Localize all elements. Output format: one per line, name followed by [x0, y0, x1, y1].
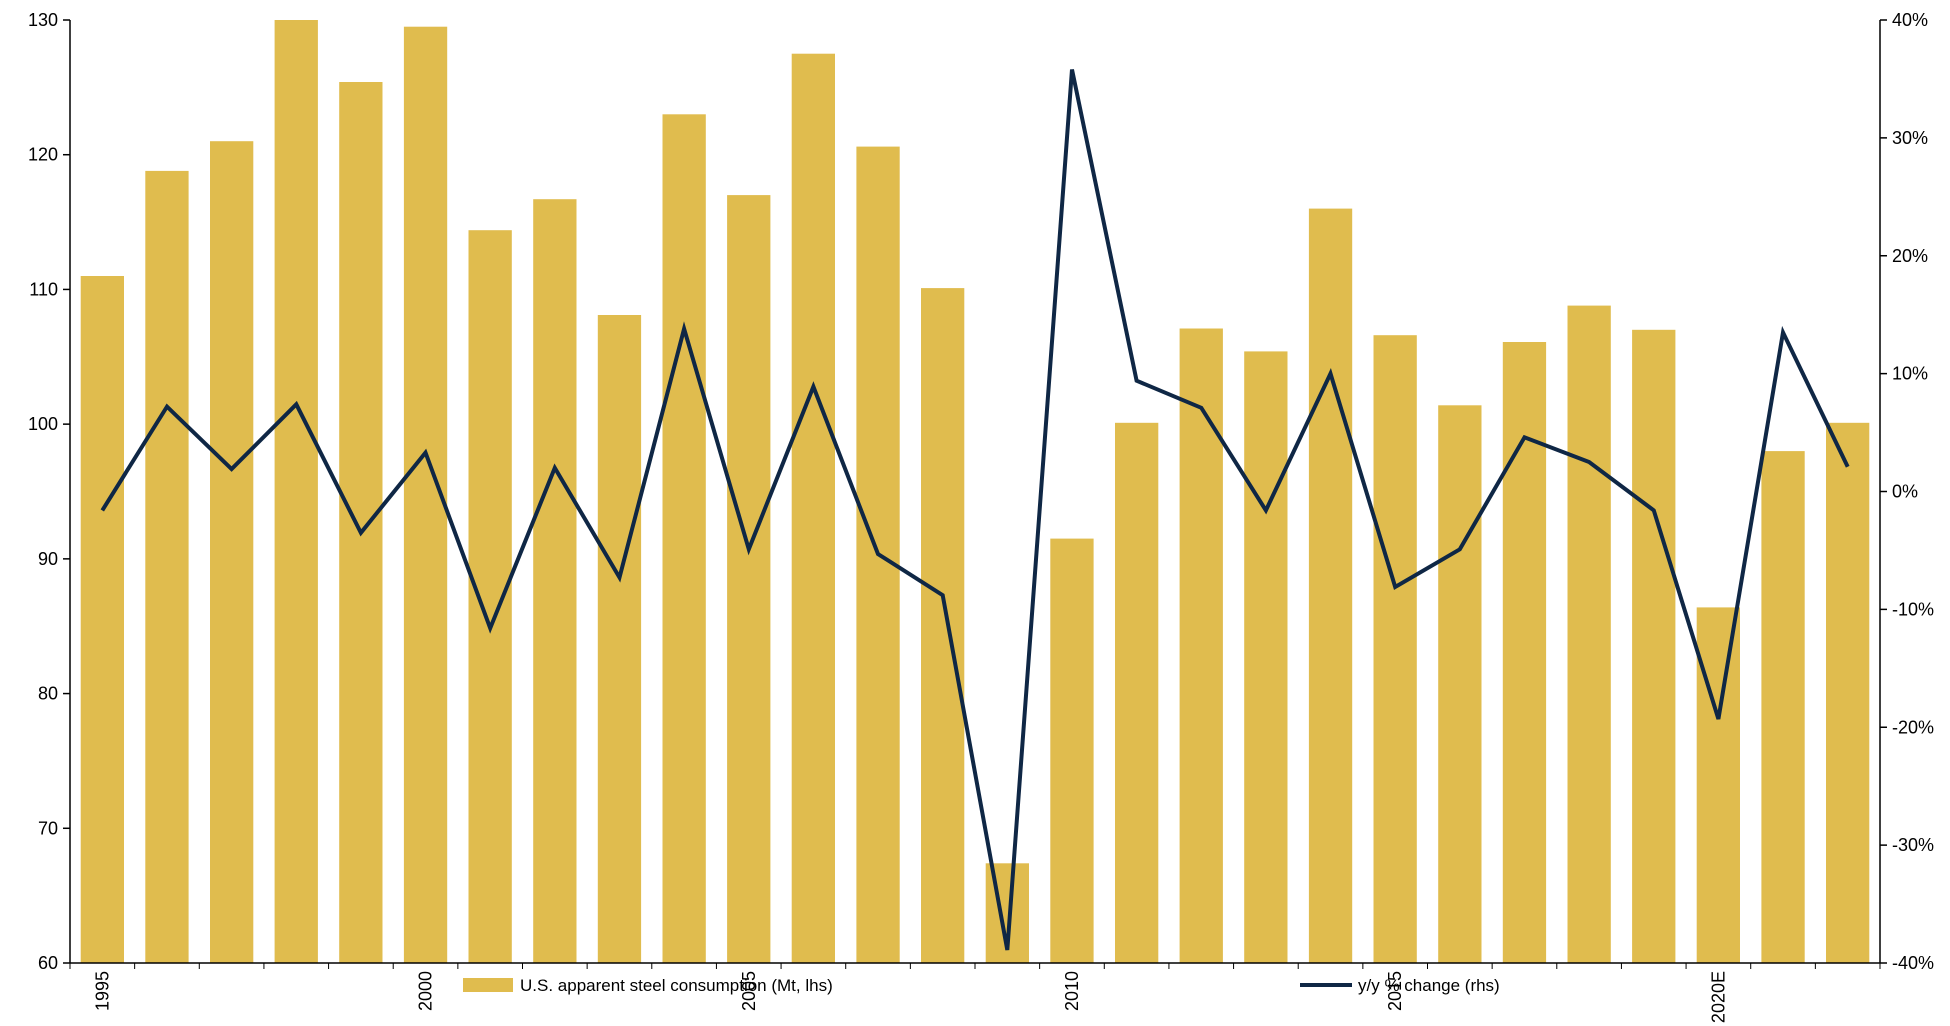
right-tick-label: 20% [1892, 246, 1928, 266]
line-yy-change [100, 69, 1850, 951]
bar-2014 [1308, 208, 1353, 964]
left-tick-label: 60 [38, 953, 58, 973]
bar-2018 [1567, 305, 1611, 964]
line-series-layer [100, 69, 1850, 951]
right-tick-label: -10% [1892, 599, 1934, 619]
bar-2010 [1050, 538, 1094, 963]
bar-2020E [1696, 607, 1740, 963]
bar-2005 [727, 195, 771, 964]
left-tick-label: 90 [38, 549, 58, 569]
x-tick-label: 2015 [1385, 971, 1405, 1011]
right-tick-label: 0% [1892, 482, 1918, 502]
bar-2004 [662, 114, 706, 964]
bar-1995 [80, 276, 124, 963]
bar-2012 [1179, 328, 1223, 963]
left-tick-label: 100 [28, 414, 58, 434]
legend-label-line: y/y % change (rhs) [1358, 976, 1500, 995]
legend-swatch-bars [463, 978, 513, 992]
bar-1999 [339, 82, 383, 963]
left-tick-label: 80 [38, 684, 58, 704]
bar-2015 [1373, 335, 1417, 963]
right-tick-label: 30% [1892, 128, 1928, 148]
bar-2019 [1632, 329, 1676, 963]
bar-2008 [921, 288, 965, 964]
axes: 60 70 80 90 100 110 120 130 -40% -30% -20% -10% 0% 10… [28, 10, 1934, 1023]
left-tick-label: 130 [28, 10, 58, 30]
bar-series [80, 20, 1870, 964]
bar-1997 [210, 141, 254, 963]
x-tick-label: 1995 [92, 971, 112, 1011]
right-tick-label: 40% [1892, 10, 1928, 30]
bar-2002 [533, 199, 577, 963]
x-tick-label: 2000 [416, 971, 436, 1011]
bar-1996 [145, 170, 189, 963]
bar-2022E [1826, 422, 1870, 963]
left-tick-label: 110 [29, 279, 58, 299]
x-tick-label: 2010 [1062, 971, 1082, 1011]
x-tick-label: 2020E [1708, 971, 1728, 1023]
bar-2003 [597, 315, 642, 963]
bar-2017 [1502, 342, 1547, 963]
bar-1998 [274, 20, 318, 963]
right-tick-label: -20% [1892, 717, 1934, 737]
bar-2006 [791, 53, 835, 963]
legend-label-bars: U.S. apparent steel consumption (Mt, lhs… [520, 976, 833, 995]
left-tick-label: 120 [28, 145, 58, 165]
bar-2021E [1761, 451, 1805, 963]
right-tick-label: -30% [1892, 835, 1934, 855]
bar-2013 [1244, 351, 1288, 963]
x-tick-label: 2005 [739, 971, 759, 1011]
bar-2001 [468, 230, 512, 963]
right-tick-label: 10% [1892, 364, 1928, 384]
bar-2016 [1438, 405, 1482, 963]
legend: U.S. apparent steel consumption (Mt, lhs… [463, 976, 1500, 995]
left-tick-label: 70 [38, 818, 58, 838]
bar-2011 [1115, 422, 1159, 963]
right-tick-label: -40% [1892, 953, 1934, 973]
